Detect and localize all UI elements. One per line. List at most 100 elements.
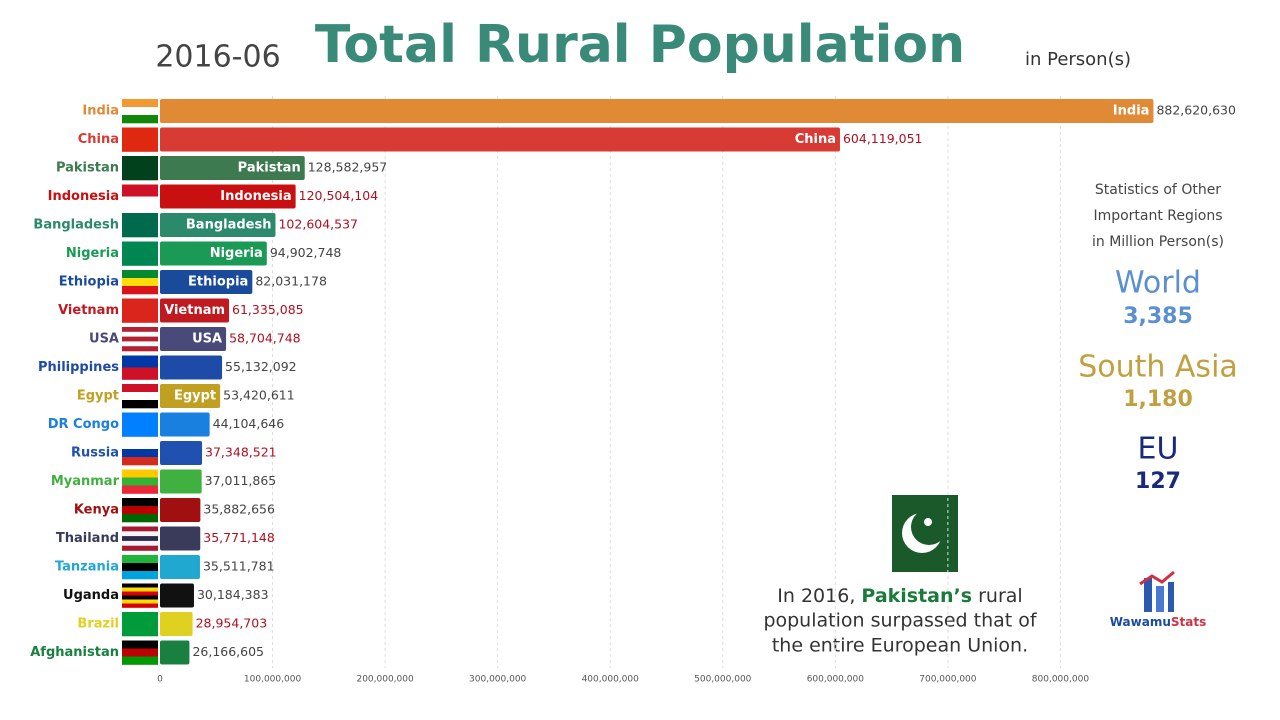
category-label: Ethiopia bbox=[59, 275, 119, 290]
bar-inner-label: Egypt bbox=[174, 389, 216, 404]
category-label: USA bbox=[89, 332, 119, 347]
x-tick-label: 400,000,000 bbox=[582, 675, 640, 685]
bar bbox=[160, 298, 230, 323]
stat-value: 1,180 bbox=[1123, 387, 1193, 412]
category-label: Bangladesh bbox=[33, 218, 119, 233]
x-tick-label: 300,000,000 bbox=[469, 675, 527, 685]
flag bbox=[122, 241, 158, 266]
flag-stripe bbox=[122, 341, 158, 347]
bar bbox=[160, 412, 210, 437]
flag-stripe bbox=[122, 449, 158, 458]
flag bbox=[122, 184, 158, 209]
bar bbox=[160, 99, 1154, 123]
bar bbox=[160, 555, 200, 579]
bar bbox=[160, 384, 221, 408]
category-label: Kenya bbox=[74, 503, 119, 518]
flag bbox=[122, 355, 158, 380]
category-label: Myanmar bbox=[51, 474, 120, 489]
flag bbox=[122, 412, 158, 437]
bar bbox=[160, 441, 203, 465]
flag-stripe bbox=[122, 156, 158, 181]
flag-stripe bbox=[122, 563, 158, 572]
flag-stripe bbox=[122, 327, 158, 333]
flag-stripe bbox=[122, 99, 158, 108]
value-label: 94,902,748 bbox=[270, 245, 342, 260]
category-label: Egypt bbox=[77, 389, 119, 404]
flag bbox=[122, 498, 158, 523]
flag-stripe bbox=[122, 526, 158, 532]
flag-stripe bbox=[122, 540, 158, 546]
bar bbox=[160, 355, 223, 380]
bar-inner-label: Ethiopia bbox=[188, 275, 248, 290]
bar-inner-label: Indonesia bbox=[220, 189, 291, 204]
annotation-line: the entire European Union. bbox=[772, 635, 1028, 657]
category-label: Thailand bbox=[56, 531, 119, 546]
flag bbox=[122, 555, 158, 580]
category-label: Nigeria bbox=[66, 246, 119, 261]
value-label: 882,620,630 bbox=[1156, 103, 1236, 118]
bar-inner-label: USA bbox=[192, 332, 222, 347]
flag-stripe bbox=[122, 485, 158, 494]
annotation-text: In 2016, bbox=[777, 585, 861, 607]
annotation-line: In 2016, Pakistan’s rural bbox=[777, 585, 1022, 607]
value-label: 82,031,178 bbox=[255, 274, 327, 289]
bar bbox=[160, 583, 194, 608]
bar bbox=[160, 184, 296, 209]
flag-stripe bbox=[122, 656, 158, 665]
value-label: 61,335,085 bbox=[232, 302, 304, 317]
flag-stripe bbox=[122, 506, 158, 515]
date: 2016-06 bbox=[155, 40, 280, 75]
value-label: 30,184,383 bbox=[197, 587, 269, 602]
annotation-text: rural bbox=[972, 585, 1023, 607]
stats-heading: Statistics of Other Important Regions in… bbox=[1092, 182, 1224, 250]
flag bbox=[122, 612, 158, 637]
flag bbox=[122, 298, 158, 323]
annotation-highlight: Pakistan’s bbox=[861, 585, 972, 607]
flag-stripe bbox=[122, 514, 158, 523]
stats-heading-line: in Million Person(s) bbox=[1092, 234, 1224, 250]
flag-stripe bbox=[122, 355, 158, 368]
category-label: Brazil bbox=[77, 617, 119, 632]
flag-stripe bbox=[122, 498, 158, 507]
bar bbox=[160, 612, 193, 636]
flag-star bbox=[924, 518, 932, 526]
bar bbox=[160, 327, 227, 351]
logo-bar bbox=[1156, 586, 1164, 612]
bar bbox=[160, 241, 267, 266]
x-tick-label: 100,000,000 bbox=[244, 675, 302, 685]
x-tick-label: 700,000,000 bbox=[919, 675, 977, 685]
flag bbox=[122, 583, 158, 608]
flag-stripe bbox=[122, 477, 158, 486]
flag-stripe bbox=[122, 278, 158, 287]
flag bbox=[122, 384, 158, 409]
flag bbox=[122, 441, 158, 466]
bar-inner-label: Vietnam bbox=[164, 303, 225, 318]
value-label: 35,882,656 bbox=[203, 502, 275, 517]
category-label: China bbox=[78, 132, 119, 147]
category-label: Afghanistan bbox=[30, 645, 119, 660]
flag-stripe bbox=[122, 184, 158, 197]
flag-stripe bbox=[122, 400, 158, 409]
flag-stripe bbox=[122, 599, 158, 604]
value-label: 55,132,092 bbox=[225, 359, 297, 374]
bar bbox=[160, 498, 201, 522]
value-label: 53,420,611 bbox=[223, 388, 295, 403]
flag-stripe bbox=[122, 107, 158, 116]
flag-stripe bbox=[870, 495, 892, 572]
value-label: 44,104,646 bbox=[213, 416, 285, 431]
logo-part: Stats bbox=[1171, 615, 1206, 629]
logo-line bbox=[1139, 570, 1175, 586]
bar-inner-label: Nigeria bbox=[210, 246, 263, 261]
flag-stripe bbox=[122, 603, 158, 608]
chart-title: Total Rural Population bbox=[315, 15, 965, 75]
flag bbox=[122, 127, 158, 152]
flag-stripe bbox=[122, 127, 158, 152]
category-label: Uganda bbox=[63, 588, 119, 603]
bar-inner-label: China bbox=[795, 132, 836, 147]
value-label: 128,582,957 bbox=[308, 160, 388, 175]
flag-stripe bbox=[122, 367, 158, 380]
flag-stripe bbox=[122, 331, 158, 337]
category-label: DR Congo bbox=[48, 417, 119, 432]
bar-inner-label: Bangladesh bbox=[186, 218, 272, 233]
